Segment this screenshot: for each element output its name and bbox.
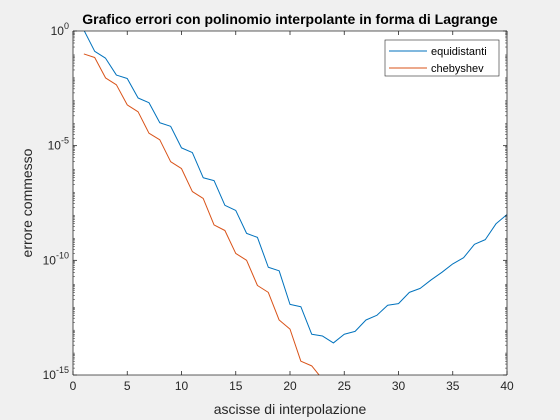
- ticks-layer: 0 5 10 15 20 25 30 35 40 10-15 10-10 10-5 100: [43, 21, 514, 393]
- x-tick-label-0: 0: [70, 379, 77, 393]
- plot-area: [73, 31, 507, 375]
- y-tick-label-3: 100: [51, 21, 69, 38]
- legend[interactable]: equidistanti chebyshev: [384, 39, 500, 77]
- x-tick-label-5: 5: [124, 379, 131, 393]
- series-line-equidistanti: [83, 31, 507, 344]
- legend-label-1: chebyshev: [431, 63, 484, 75]
- y-tick-label-0: 10-15: [43, 365, 69, 382]
- x-axis-label: ascisse di interpolazione: [214, 401, 367, 417]
- x-tick-label-15: 15: [229, 379, 243, 393]
- x-tick-label-35: 35: [446, 379, 460, 393]
- x-tick-label-40: 40: [500, 379, 514, 393]
- legend-box: [384, 39, 500, 77]
- y-axis-label: errore commesso: [19, 148, 35, 257]
- y-tick-label-2: 10-5: [48, 136, 69, 153]
- series-layer: [83, 31, 507, 375]
- y-tick-label-1: 10-10: [43, 250, 69, 267]
- x-tick-label-30: 30: [392, 379, 406, 393]
- chart-title: Grafico errori con polinomio interpolant…: [82, 11, 498, 27]
- x-tick-label-25: 25: [338, 379, 352, 393]
- x-tick-label-10: 10: [175, 379, 189, 393]
- legend-label-0: equidistanti: [431, 46, 487, 58]
- series-line-chebyshev: [83, 53, 320, 375]
- x-tick-label-20: 20: [283, 379, 297, 393]
